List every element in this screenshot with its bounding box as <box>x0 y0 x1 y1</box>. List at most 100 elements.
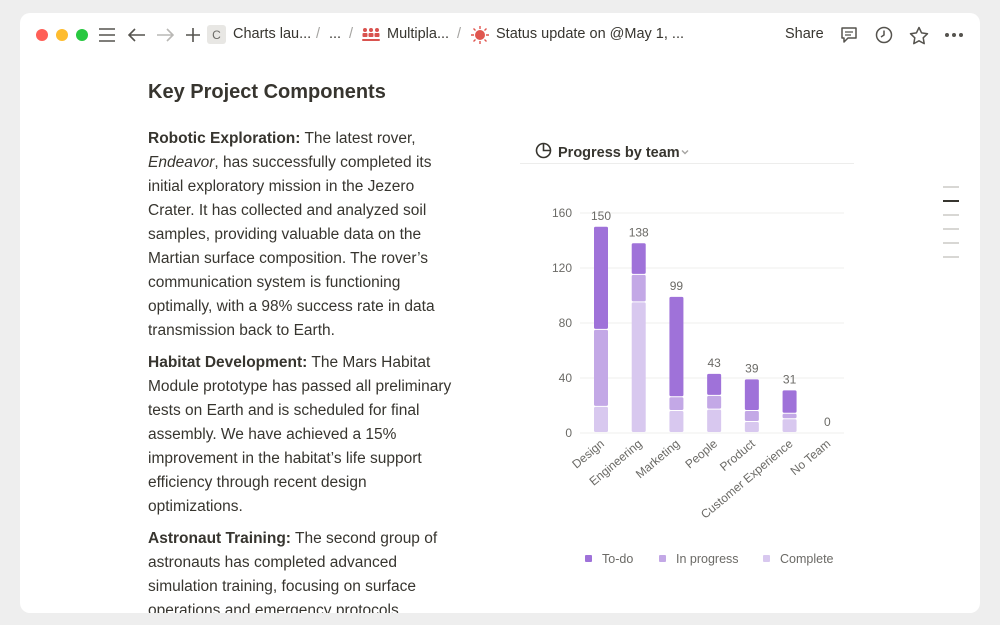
chevron-down-icon[interactable] <box>680 144 690 162</box>
chart-header[interactable]: Progress by team <box>520 136 854 164</box>
outline-line-active[interactable] <box>943 200 959 202</box>
app-window: C Charts lau... / ... / Multipla... / St… <box>20 13 980 613</box>
legend-label: Complete <box>780 552 834 566</box>
breadcrumb-separator: / <box>349 26 354 42</box>
y-tick-label: 40 <box>559 371 573 385</box>
bar-total-label: 138 <box>629 225 649 239</box>
paragraph-title: Robotic Exploration: <box>148 130 301 147</box>
bar-total-label: 31 <box>783 372 797 386</box>
close-window-icon[interactable] <box>36 29 48 41</box>
sidebar-menu-icon[interactable] <box>97 22 117 48</box>
paragraph-text: The latest rover, <box>304 130 416 147</box>
breadcrumb-multiplayer[interactable]: Multipla... <box>387 26 450 42</box>
bar-segment <box>782 419 797 432</box>
y-tick-label: 120 <box>552 261 572 275</box>
paragraph-text: Module prototype has passed all prelimin… <box>148 378 452 395</box>
bar-segment <box>594 226 608 329</box>
breadcrumb-separator: / <box>457 26 462 42</box>
paragraph-italic: Endeavor <box>148 154 215 171</box>
bar-segment <box>631 243 646 274</box>
share-button[interactable]: Share <box>785 26 824 42</box>
bar-segment <box>594 329 608 406</box>
forward-arrow-icon[interactable] <box>155 22 175 48</box>
page-outline[interactable] <box>943 186 961 266</box>
legend-label: In progress <box>676 552 739 566</box>
paragraph-text: optimizations. <box>148 498 243 515</box>
paragraph-text: The Mars Habitat <box>311 354 431 371</box>
bar-segment <box>631 274 646 302</box>
page-heading: Key Project Components <box>148 81 386 103</box>
bar-total-label: 150 <box>591 209 611 223</box>
paragraph-text: Crater. It has collected and analyzed so… <box>148 202 427 219</box>
outline-line[interactable] <box>943 214 959 216</box>
y-tick-label: 160 <box>552 206 572 220</box>
legend-swatch <box>659 555 666 562</box>
x-tick-label: No Team <box>788 437 834 478</box>
paragraph-text: tests on Earth and is scheduled for fina… <box>148 402 420 419</box>
chart-pie-icon <box>535 142 552 164</box>
paragraph-text: samples, providing valuable data on the <box>148 226 422 243</box>
paragraph-text: The second group of <box>294 530 438 547</box>
bar-segment <box>707 395 722 409</box>
bar-segment <box>782 390 797 413</box>
minimize-window-icon[interactable] <box>56 29 68 41</box>
bar-segment <box>707 409 722 432</box>
breadcrumb-charts[interactable]: Charts lau... <box>233 26 312 42</box>
back-arrow-icon[interactable] <box>127 22 147 48</box>
bar-segment <box>707 373 722 395</box>
paragraph-text: assembly. We have achieved a 15% <box>148 426 397 443</box>
breadcrumb-status-update[interactable]: Status update on @May 1, ... <box>496 26 685 42</box>
bar-segment <box>669 296 684 397</box>
paragraph-text: , has successfully completed its <box>214 154 432 171</box>
mars-spark-icon <box>469 22 491 48</box>
paragraph-text: operations and emergency protocols. <box>148 602 404 613</box>
bar-segment <box>631 302 646 432</box>
history-clock-icon[interactable] <box>873 22 895 48</box>
bar-segment <box>669 397 684 410</box>
paragraph-text: optimally, with a 98% success rate in da… <box>148 298 435 315</box>
bar-segment <box>744 422 759 432</box>
paragraph-text: transmission back to Earth. <box>148 322 335 339</box>
bar-segment <box>782 413 797 419</box>
x-tick-label: People <box>682 436 720 471</box>
outline-line[interactable] <box>943 242 959 244</box>
y-tick-label: 0 <box>565 426 572 440</box>
bar-total-label: 39 <box>745 361 759 375</box>
paragraph-title: Habitat Development: <box>148 354 308 371</box>
breadcrumb-separator: / <box>316 26 321 42</box>
favorite-star-icon[interactable] <box>908 22 930 48</box>
people-grid-icon <box>360 22 382 48</box>
paragraph-title: Astronaut Training: <box>148 530 291 547</box>
paragraph-text: astronauts has completed advanced <box>148 554 398 571</box>
legend-swatch <box>585 555 592 562</box>
paragraph-astronaut-training: Astronaut Training: The second group of … <box>148 527 488 613</box>
paragraph-text: Martian surface composition. The rover’s <box>148 250 428 267</box>
maximize-window-icon[interactable] <box>76 29 88 41</box>
bar-segment <box>744 411 759 421</box>
c-logo-icon: C <box>207 25 226 44</box>
top-bar: C Charts lau... / ... / Multipla... / St… <box>20 13 980 57</box>
paragraph-habitat-development: Habitat Development: The Mars Habitat Mo… <box>148 351 488 519</box>
y-tick-label: 80 <box>559 316 573 330</box>
bar-total-label: 99 <box>670 279 684 293</box>
outline-line[interactable] <box>943 186 959 188</box>
paragraph-text: initial exploratory mission in the Jezer… <box>148 178 415 195</box>
legend-label: To-do <box>602 552 633 566</box>
comment-icon[interactable] <box>838 22 860 48</box>
chart-title[interactable]: Progress by team <box>558 145 680 161</box>
chart-block: Progress by team 0 40 80 120 160 150 Design 138… <box>520 128 860 568</box>
bar-total-label: 0 <box>824 415 831 429</box>
paragraph-robotic-exploration: Robotic Exploration: The latest rover, E… <box>148 127 488 343</box>
outline-line[interactable] <box>943 256 959 258</box>
bar-segment <box>594 406 608 432</box>
outline-line[interactable] <box>943 228 959 230</box>
bar-total-label: 43 <box>707 356 721 370</box>
breadcrumb-ellipsis[interactable]: ... <box>329 26 342 42</box>
legend-swatch <box>763 555 770 562</box>
bar-segment <box>744 379 759 410</box>
paragraph-text: simulation training, focusing on surface <box>148 578 416 595</box>
new-page-plus-icon[interactable] <box>183 22 203 48</box>
more-options-icon[interactable] <box>943 22 965 48</box>
bar-segment <box>669 411 684 432</box>
